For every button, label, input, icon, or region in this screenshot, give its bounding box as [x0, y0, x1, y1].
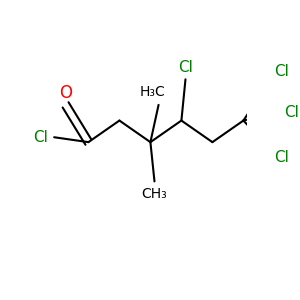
Text: Cl: Cl — [33, 130, 48, 145]
Text: Cl: Cl — [284, 105, 299, 120]
Text: CH₃: CH₃ — [142, 187, 167, 201]
Text: Cl: Cl — [178, 60, 193, 75]
Text: H₃C: H₃C — [139, 85, 165, 99]
Text: Cl: Cl — [274, 150, 289, 165]
Text: O: O — [59, 84, 72, 102]
Text: Cl: Cl — [274, 64, 289, 79]
